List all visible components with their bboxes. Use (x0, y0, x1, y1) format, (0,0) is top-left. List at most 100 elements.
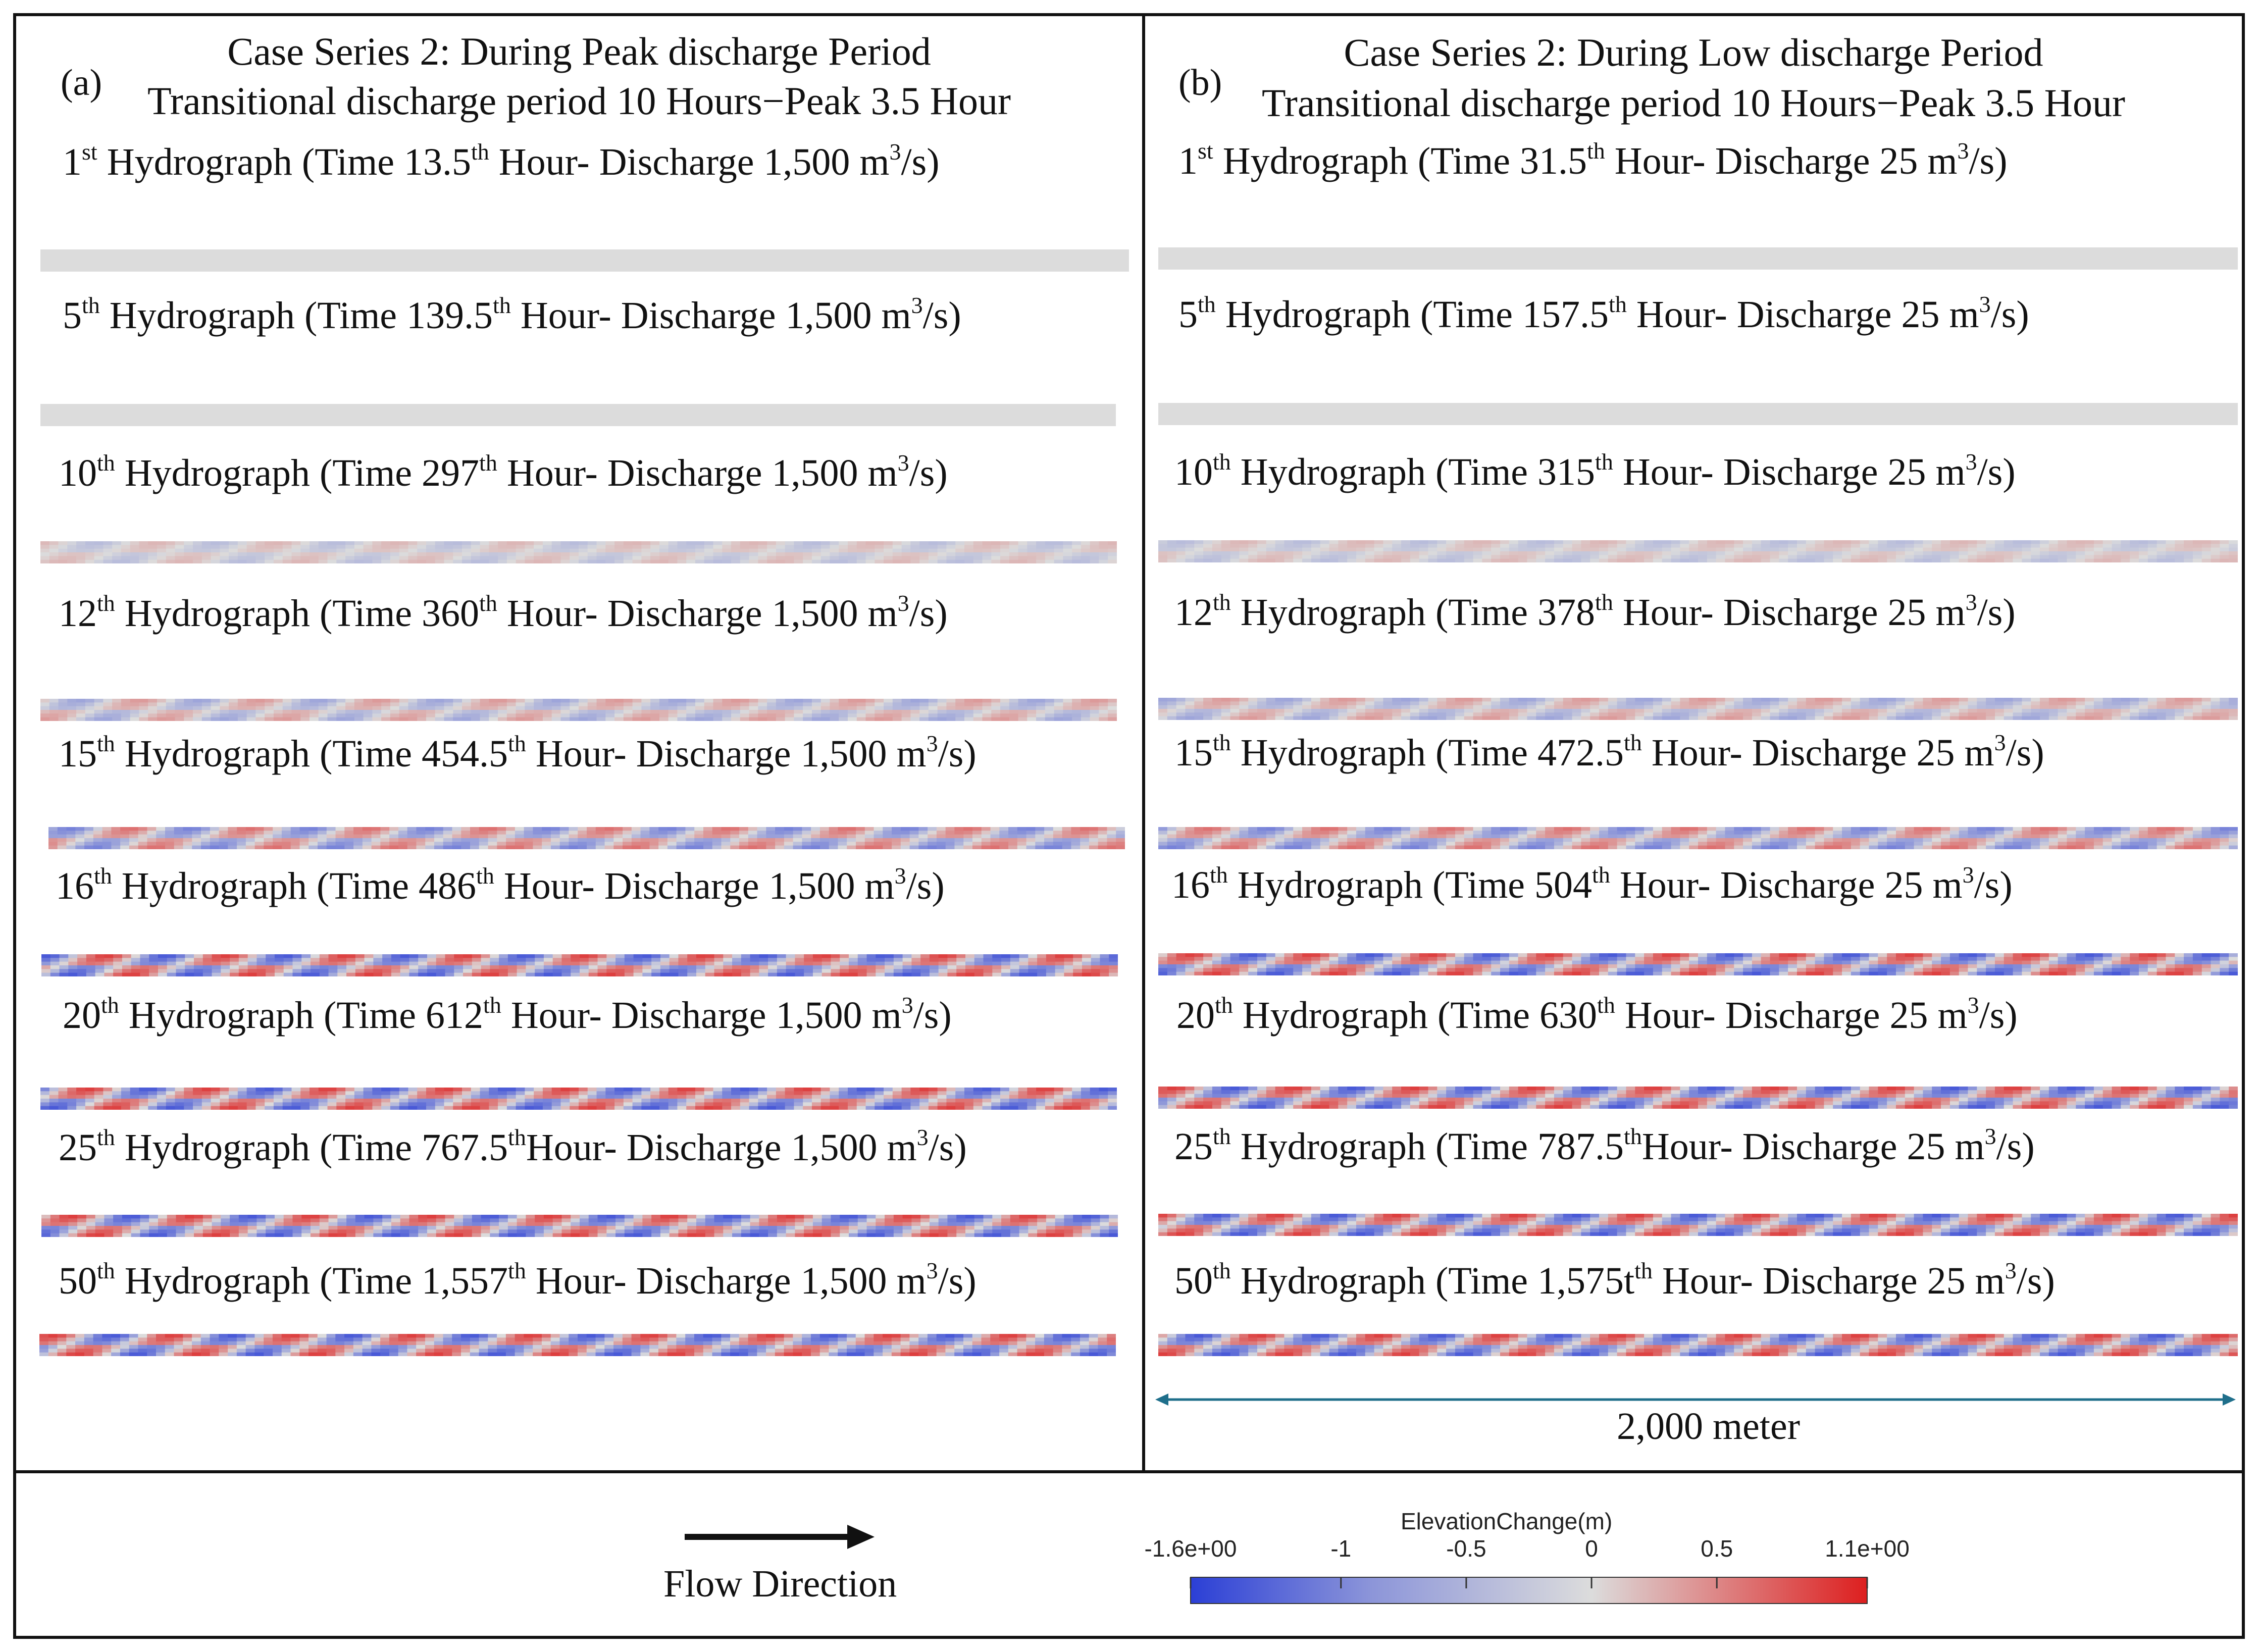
strip-cell (461, 1341, 471, 1346)
strip-cell (857, 965, 867, 969)
strip-cell (345, 699, 355, 703)
strip-cell (165, 838, 175, 842)
strip-cell (345, 1091, 355, 1096)
strip-cell (713, 1088, 723, 1092)
strip-cell (488, 831, 497, 835)
strip-cell (658, 842, 668, 846)
strip-cell (212, 1218, 221, 1223)
strip-cell (380, 834, 390, 839)
strip-cell (426, 552, 436, 556)
strip-cell (588, 965, 598, 969)
strip-cell (41, 1226, 51, 1230)
strip-cell (856, 845, 865, 850)
strip-cell (757, 845, 766, 850)
strip-cell (1019, 972, 1029, 977)
strip-cell (955, 556, 965, 560)
strip-cell (668, 548, 678, 553)
strip-cell (946, 710, 956, 714)
strip-cell (400, 1222, 410, 1226)
strip-cell (462, 552, 472, 556)
strip-cell (238, 965, 248, 969)
strip-cell (597, 965, 607, 969)
strip-cell (1001, 1222, 1011, 1226)
strip-cell (346, 1229, 356, 1234)
strip-cell (463, 954, 473, 958)
strip-cell (67, 548, 77, 553)
strip-cell (750, 969, 759, 973)
strip-cell (194, 958, 203, 962)
strip-cell (633, 958, 643, 962)
strip-cell (471, 717, 481, 721)
strip-cell (391, 1226, 401, 1230)
strip-cell (59, 969, 69, 973)
strip-cell (874, 1345, 883, 1349)
strip-cell (1045, 1102, 1055, 1107)
strip-cell (77, 1222, 87, 1226)
strip-cell (893, 965, 903, 969)
strip-cell (892, 710, 902, 714)
strip-cell (1036, 541, 1046, 545)
strip-cell (885, 1222, 894, 1226)
strip-cell (686, 702, 696, 707)
strip-cell (795, 969, 804, 973)
strip-cell (884, 548, 893, 553)
strip-cell (613, 845, 623, 850)
strip-cell (633, 1233, 643, 1237)
strip-cell (1009, 1091, 1019, 1096)
strip-cell (194, 1233, 203, 1237)
strip-cell (67, 559, 77, 564)
strip-cell (587, 699, 597, 703)
strip-cell (463, 961, 473, 966)
strip-cell (1019, 1229, 1029, 1234)
strip-cell (121, 1088, 131, 1092)
strip-cell (479, 1341, 488, 1346)
strip-cell (669, 1215, 679, 1219)
strip-cell (840, 1229, 849, 1234)
strip-cell (1036, 552, 1046, 556)
strip-cell (856, 838, 865, 842)
strip-cell (1028, 954, 1038, 958)
strip-cell (140, 972, 149, 977)
strip-cell (39, 1334, 49, 1338)
strip-cell (525, 545, 534, 549)
strip-cell (452, 827, 461, 831)
strip-cell (936, 1334, 946, 1338)
strip-cell (364, 954, 374, 958)
strip-cell (786, 954, 795, 958)
strip-cell (999, 834, 1009, 839)
strip-cell (614, 548, 624, 553)
strip-cell (93, 1341, 102, 1346)
strip-cell (515, 1349, 524, 1353)
strip-cell (481, 1226, 490, 1230)
strip-cell (758, 548, 767, 553)
strip-cell (139, 548, 148, 553)
strip-cell (301, 1233, 311, 1237)
strip-cell (990, 827, 1000, 831)
strip-cell (759, 1222, 768, 1226)
strip-cell (810, 1337, 820, 1342)
strip-cell (660, 1215, 670, 1219)
strip-cell (821, 1233, 832, 1237)
strip-cell (175, 545, 184, 549)
strip-cell (185, 972, 194, 977)
strip-cell (542, 845, 551, 850)
strip-cell (668, 713, 678, 718)
strip-cell (622, 1341, 632, 1346)
strip-cell (130, 548, 140, 553)
strip-cell (1037, 965, 1047, 969)
strip-cell (731, 1091, 741, 1096)
strip-cell (93, 1345, 102, 1349)
strip-cell (174, 1337, 183, 1342)
strip-cell (633, 972, 643, 977)
strip-cell (848, 556, 857, 560)
strip-cell (660, 965, 670, 969)
strip-cell (102, 842, 112, 846)
strip-cell (973, 717, 983, 721)
strip-cell (380, 1334, 390, 1338)
strip-cell (1081, 556, 1091, 560)
strip-cell (956, 954, 966, 958)
strip-cell (919, 1088, 929, 1092)
strip-cell (999, 838, 1009, 842)
strip-cell (570, 1102, 579, 1107)
strip-cell (893, 1229, 903, 1234)
